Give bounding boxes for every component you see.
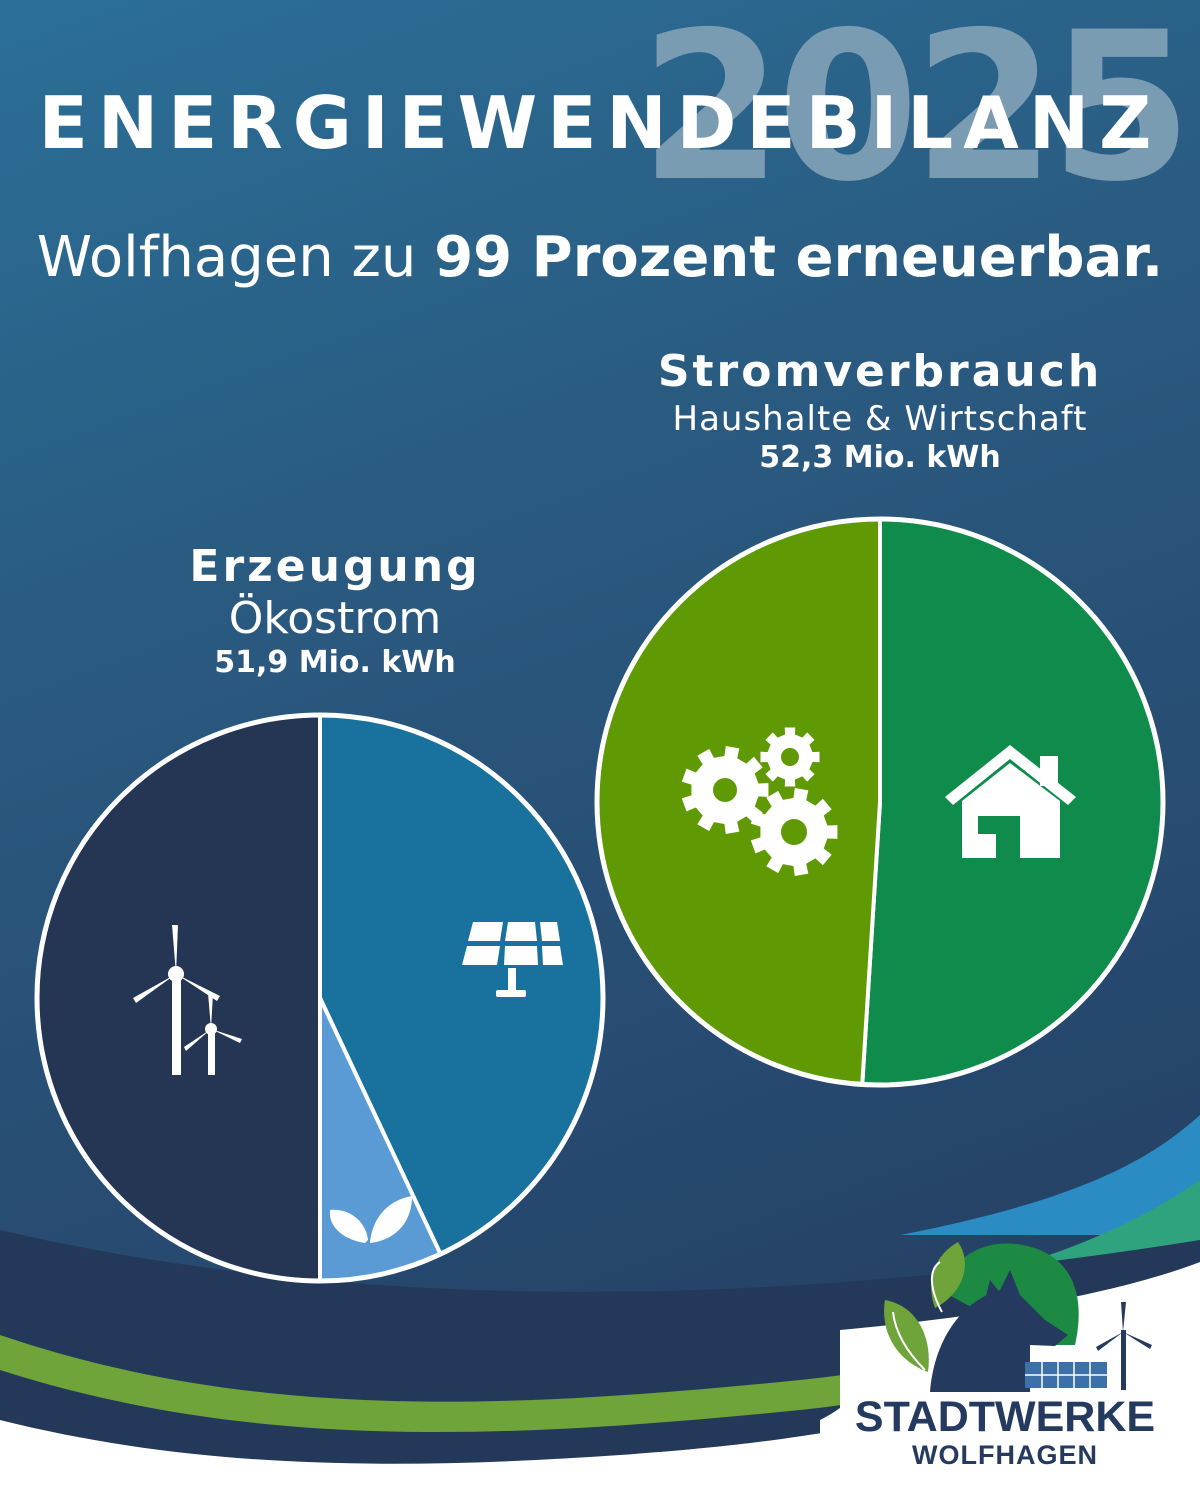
pie-outline — [34, 712, 606, 1284]
pie-outline — [594, 516, 1166, 1088]
solar-panel-icon — [462, 922, 563, 997]
pie-chart-stromverbrauch — [594, 516, 1166, 1088]
stromverbrauch-total: 52,3 Mio. kWh — [759, 440, 1001, 475]
logo-graphic — [884, 1242, 1152, 1392]
headline-prefix: Wolfhagen zu — [36, 225, 435, 290]
erzeugung-label: Erzeugung Ökostrom 51,9 Mio. kWh — [140, 540, 530, 682]
pie-chart-erzeugung — [34, 712, 606, 1284]
house-icon — [945, 745, 1076, 858]
stromverbrauch-subtitle: Haushalte & Wirtschaft — [672, 399, 1088, 439]
erzeugung-total: 51,9 Mio. kWh — [214, 645, 456, 680]
stromverbrauch-title: Stromverbrauch — [657, 346, 1103, 397]
logo-city: WOLFHAGEN — [912, 1440, 1098, 1470]
headline-highlight: 99 Prozent erneuerbar. — [434, 225, 1164, 290]
year-watermark: 2025 — [640, 0, 1193, 227]
leaf-icon — [329, 1196, 412, 1243]
wind-turbine-icon — [133, 925, 242, 1075]
erzeugung-subtitle: Ökostrom — [228, 593, 442, 644]
erzeugung-title: Erzeugung — [189, 541, 481, 592]
stromverbrauch-label: Stromverbrauch Haushalte & Wirtschaft 52… — [620, 345, 1140, 477]
page-title: ENERGIEWENDEBILANZ — [38, 81, 1162, 165]
gears-icon — [681, 727, 838, 876]
headline: Wolfhagen zu 99 Prozent erneuerbar. — [0, 222, 1200, 294]
logo-name: STADTWERKE — [854, 1393, 1156, 1441]
